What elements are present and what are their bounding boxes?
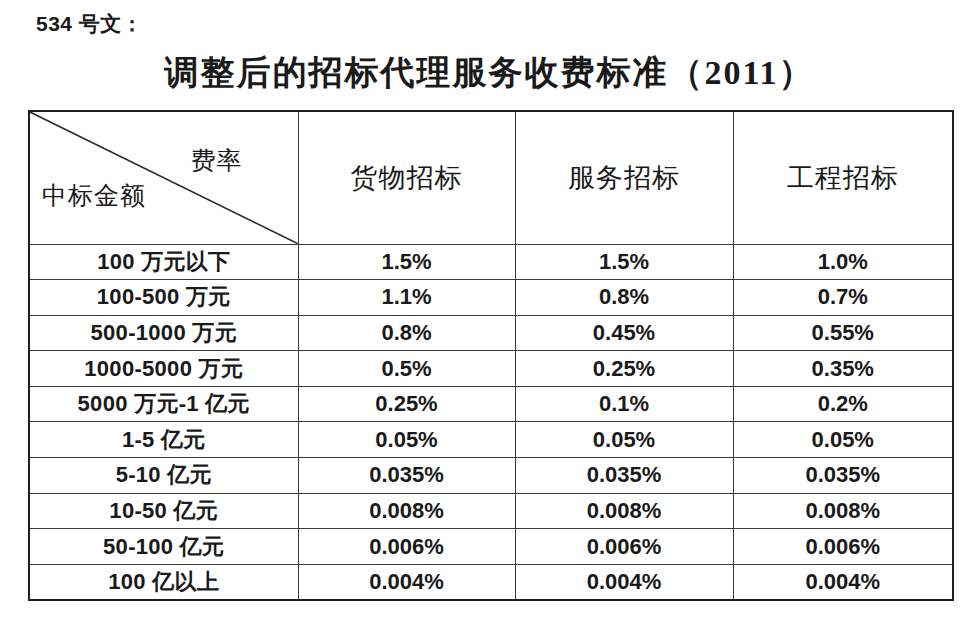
rate-cell-goods: 0.035%	[298, 458, 515, 494]
amount-range-cell: 10-50 亿元	[29, 493, 298, 529]
table-row: 50-100 亿元 0.006% 0.006% 0.006%	[29, 529, 953, 565]
rate-cell-service: 1.5%	[515, 244, 733, 280]
table-row: 10-50 亿元 0.008% 0.008% 0.008%	[29, 493, 953, 529]
rate-cell-service: 0.05%	[515, 422, 733, 458]
rate-cell-goods: 0.25%	[298, 386, 515, 422]
rate-cell-service: 0.8%	[515, 280, 733, 316]
rate-cell-goods: 1.5%	[298, 244, 515, 280]
amount-range-cell: 5-10 亿元	[29, 458, 298, 494]
rate-cell-engineering: 0.008%	[733, 493, 953, 529]
rate-cell-service: 0.035%	[515, 458, 733, 494]
rate-cell-goods: 0.8%	[298, 315, 515, 351]
amount-range-cell: 1000-5000 万元	[29, 351, 298, 387]
table-row: 5000 万元-1 亿元 0.25% 0.1% 0.2%	[29, 386, 953, 422]
rate-cell-service: 0.25%	[515, 351, 733, 387]
amount-range-cell: 5000 万元-1 亿元	[29, 386, 298, 422]
rate-cell-goods: 1.1%	[298, 280, 515, 316]
rate-cell-engineering: 0.035%	[733, 458, 953, 494]
rate-cell-goods: 0.5%	[298, 351, 515, 387]
table-row: 5-10 亿元 0.035% 0.035% 0.035%	[29, 458, 953, 494]
rate-cell-engineering: 0.2%	[733, 386, 953, 422]
corner-label-bid-amount: 中标金额	[42, 179, 146, 212]
fee-rate-table: 费率 中标金额 货物招标 服务招标 工程招标 100 万元以下 1.5% 1.5…	[28, 110, 954, 601]
rate-cell-service: 0.008%	[515, 493, 733, 529]
amount-range-cell: 100 万元以下	[29, 244, 298, 280]
amount-range-cell: 1-5 亿元	[29, 422, 298, 458]
rate-cell-engineering: 0.55%	[733, 315, 953, 351]
column-header-service-bidding: 服务招标	[515, 111, 733, 244]
document-page: 534 号文： 调整后的招标代理服务收费标准（2011） 费率 中标金额 货物招…	[0, 0, 979, 629]
rate-cell-engineering: 0.35%	[733, 351, 953, 387]
rate-cell-engineering: 1.0%	[733, 244, 953, 280]
corner-header-cell: 费率 中标金额	[29, 111, 298, 244]
table-row: 500-1000 万元 0.8% 0.45% 0.55%	[29, 315, 953, 351]
rate-cell-engineering: 0.004%	[733, 564, 953, 600]
rate-cell-service: 0.45%	[515, 315, 733, 351]
table-row: 100 万元以下 1.5% 1.5% 1.0%	[29, 244, 953, 280]
doc-number-label: 534 号文：	[36, 10, 143, 38]
table-row: 1000-5000 万元 0.5% 0.25% 0.35%	[29, 351, 953, 387]
column-header-goods-bidding: 货物招标	[298, 111, 515, 244]
rate-cell-engineering: 0.05%	[733, 422, 953, 458]
table-row: 1-5 亿元 0.05% 0.05% 0.05%	[29, 422, 953, 458]
rate-cell-goods: 0.006%	[298, 529, 515, 565]
amount-range-cell: 100 亿以上	[29, 564, 298, 600]
corner-label-rate: 费率	[191, 144, 243, 177]
amount-range-cell: 100-500 万元	[29, 280, 298, 316]
page-title: 调整后的招标代理服务收费标准（2011）	[0, 50, 979, 96]
rate-cell-service: 0.006%	[515, 529, 733, 565]
table-row: 100 亿以上 0.004% 0.004% 0.004%	[29, 564, 953, 600]
rate-cell-engineering: 0.006%	[733, 529, 953, 565]
table-header-row: 费率 中标金额 货物招标 服务招标 工程招标	[29, 111, 953, 244]
rate-cell-service: 0.1%	[515, 386, 733, 422]
rate-cell-goods: 0.008%	[298, 493, 515, 529]
amount-range-cell: 50-100 亿元	[29, 529, 298, 565]
rate-cell-goods: 0.05%	[298, 422, 515, 458]
column-header-engineering-bidding: 工程招标	[733, 111, 953, 244]
rate-cell-engineering: 0.7%	[733, 280, 953, 316]
amount-range-cell: 500-1000 万元	[29, 315, 298, 351]
table-body: 100 万元以下 1.5% 1.5% 1.0% 100-500 万元 1.1% …	[29, 244, 953, 600]
table-row: 100-500 万元 1.1% 0.8% 0.7%	[29, 280, 953, 316]
rate-cell-service: 0.004%	[515, 564, 733, 600]
rate-cell-goods: 0.004%	[298, 564, 515, 600]
